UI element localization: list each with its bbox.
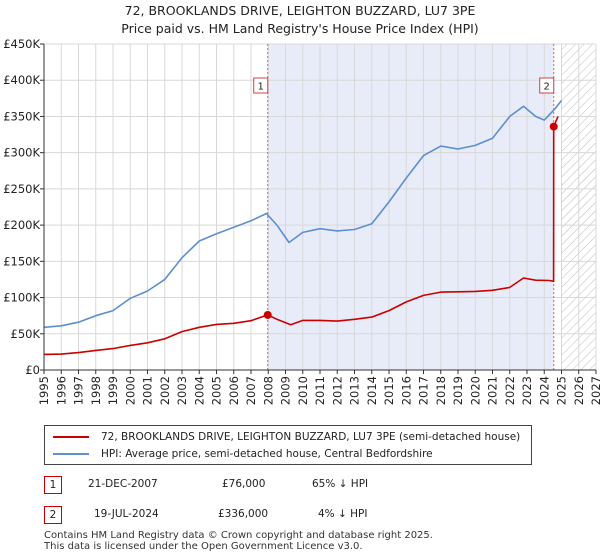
sale-label-box xyxy=(253,77,269,94)
legend-item-property: 72, BROOKLANDS DRIVE, LEIGHTON BUZZARD, … xyxy=(53,428,520,446)
legend-label-property: 72, BROOKLANDS DRIVE, LEIGHTON BUZZARD, … xyxy=(101,431,521,443)
x-tick-label: 2000 xyxy=(123,376,137,405)
y-tick-label: £0 xyxy=(25,363,40,377)
x-tick-label: 2024 xyxy=(537,376,551,405)
x-tick-label: 2018 xyxy=(434,376,448,405)
footer-line-2: This data is licensed under the Open Gov… xyxy=(44,541,363,552)
sale-point xyxy=(549,122,558,131)
x-tick-label: 2015 xyxy=(382,376,396,405)
x-tick-label: 2021 xyxy=(486,376,500,405)
legend-swatch-hpi xyxy=(53,453,89,455)
x-tick-label: 2006 xyxy=(227,376,241,405)
sale-label-text: 1 xyxy=(258,82,264,93)
footer-line-1: Contains HM Land Registry data © Crown c… xyxy=(44,530,433,541)
x-tick-label: 2023 xyxy=(520,376,534,405)
x-tick-label: 2008 xyxy=(261,376,275,405)
x-tick-label: 2025 xyxy=(555,376,569,405)
x-tick-label: 2016 xyxy=(399,376,413,405)
legend: 72, BROOKLANDS DRIVE, LEIGHTON BUZZARD, … xyxy=(44,425,532,465)
y-tick-label: £400K xyxy=(3,73,40,87)
price-chart: 1 2 £0 £50K £100K £150K £200K £250K £300K £350K £… xyxy=(3,37,600,405)
y-tick-label: £50K xyxy=(11,327,41,341)
transaction-hpi: 4% ↓ HPI xyxy=(318,508,368,520)
x-tick-label: 2001 xyxy=(141,376,155,405)
x-tick-label: 2003 xyxy=(175,376,189,405)
x-tick-label: 2009 xyxy=(279,376,293,405)
sale-point xyxy=(263,310,272,319)
x-tick-label: 2004 xyxy=(192,376,206,405)
x-tick-label: 2011 xyxy=(313,376,327,405)
x-tick-label: 2005 xyxy=(210,376,224,405)
ownership-shading xyxy=(267,44,554,370)
legend-label-hpi: HPI: Average price, semi-detached house,… xyxy=(101,448,433,460)
chart-subtitle: Price paid vs. HM Land Registry's House … xyxy=(121,21,479,36)
sale-label-box xyxy=(539,77,555,94)
transaction-date: 19-JUL-2024 xyxy=(94,508,159,520)
x-tick-label: 2010 xyxy=(296,376,310,405)
y-tick-label: £100K xyxy=(3,291,40,305)
sale-label-text: 2 xyxy=(544,82,550,93)
transaction-price: £336,000 xyxy=(218,508,269,520)
x-tick-label: 1999 xyxy=(106,376,120,405)
y-tick-label: £300K xyxy=(3,146,40,160)
y-tick-label: £350K xyxy=(3,109,40,123)
legend-item-hpi: HPI: Average price, semi-detached house,… xyxy=(53,445,433,463)
legend-swatch-property xyxy=(53,436,89,438)
x-tick-label: 1998 xyxy=(89,376,103,405)
transaction-price: £76,000 xyxy=(222,478,266,490)
x-tick-label: 2013 xyxy=(348,376,362,405)
series-line-hpi xyxy=(43,100,563,329)
x-tick-label: 1996 xyxy=(54,376,68,405)
x-tick-label: 1997 xyxy=(72,376,86,405)
x-tick-label: 2022 xyxy=(503,376,517,405)
transaction-hpi: 65% ↓ HPI xyxy=(312,478,369,490)
x-tick-label: 2020 xyxy=(468,376,482,405)
footer: Contains HM Land Registry data © Crown c… xyxy=(44,530,433,552)
series-line-property xyxy=(43,116,559,356)
chart-title: 72, BROOKLANDS DRIVE, LEIGHTON BUZZARD, … xyxy=(124,3,476,18)
x-tick-label: 1995 xyxy=(37,376,51,405)
x-tick-label: 2007 xyxy=(244,376,258,405)
x-tick-label: 2019 xyxy=(451,376,465,405)
transaction-badge: 1 xyxy=(44,476,62,494)
x-tick-label: 2027 xyxy=(589,376,600,405)
x-tick-label: 2014 xyxy=(365,376,379,405)
y-tick-label: £250K xyxy=(3,182,40,196)
y-tick-label: £450K xyxy=(3,37,40,51)
x-tick-label: 2017 xyxy=(417,376,431,405)
transaction-date: 21-DEC-2007 xyxy=(88,478,158,490)
y-tick-label: £150K xyxy=(3,254,40,268)
x-tick-label: 2026 xyxy=(572,376,586,405)
y-tick-label: £200K xyxy=(3,218,40,232)
x-tick-label: 2012 xyxy=(330,376,344,405)
x-tick-label: 2002 xyxy=(158,376,172,405)
transaction-badge: 2 xyxy=(44,506,62,524)
